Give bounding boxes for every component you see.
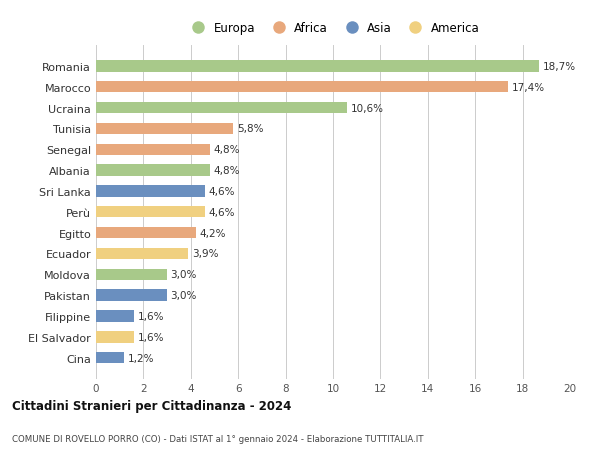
Text: Cittadini Stranieri per Cittadinanza - 2024: Cittadini Stranieri per Cittadinanza - 2… <box>12 399 292 412</box>
Text: 4,2%: 4,2% <box>199 228 226 238</box>
Bar <box>96 186 205 197</box>
Bar <box>96 207 205 218</box>
Text: 3,0%: 3,0% <box>170 270 197 280</box>
Bar <box>96 311 134 322</box>
Text: 4,6%: 4,6% <box>209 186 235 196</box>
Text: 1,6%: 1,6% <box>137 311 164 321</box>
Text: 3,9%: 3,9% <box>192 249 218 259</box>
Bar <box>96 123 233 135</box>
Bar <box>96 248 188 260</box>
Text: 4,8%: 4,8% <box>214 145 240 155</box>
Text: 17,4%: 17,4% <box>512 83 545 93</box>
Bar <box>96 227 196 239</box>
Text: 4,8%: 4,8% <box>214 166 240 176</box>
Text: 1,2%: 1,2% <box>128 353 154 363</box>
Bar <box>96 61 539 73</box>
Bar <box>96 269 167 280</box>
Bar <box>96 144 210 156</box>
Bar <box>96 290 167 301</box>
Bar <box>96 352 124 364</box>
Text: 5,8%: 5,8% <box>237 124 263 134</box>
Bar <box>96 331 134 343</box>
Text: 10,6%: 10,6% <box>351 103 384 113</box>
Bar <box>96 103 347 114</box>
Bar <box>96 165 210 176</box>
Legend: Europa, Africa, Asia, America: Europa, Africa, Asia, America <box>187 22 479 35</box>
Text: 4,6%: 4,6% <box>209 207 235 217</box>
Text: COMUNE DI ROVELLO PORRO (CO) - Dati ISTAT al 1° gennaio 2024 - Elaborazione TUTT: COMUNE DI ROVELLO PORRO (CO) - Dati ISTA… <box>12 434 424 443</box>
Text: 3,0%: 3,0% <box>170 291 197 301</box>
Bar <box>96 82 508 93</box>
Text: 1,6%: 1,6% <box>137 332 164 342</box>
Text: 18,7%: 18,7% <box>543 62 576 72</box>
